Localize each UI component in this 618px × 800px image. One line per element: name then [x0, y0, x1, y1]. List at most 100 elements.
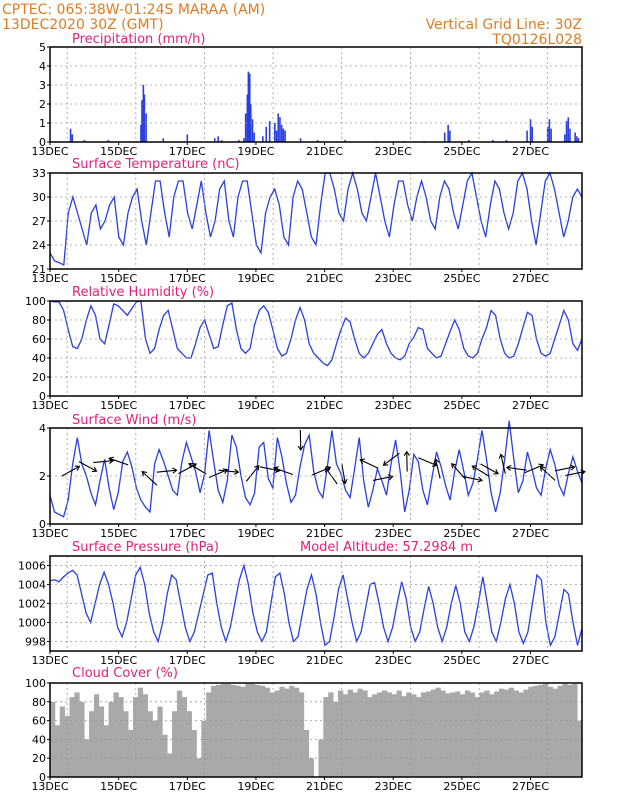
cloud-cloud-column-31 [201, 720, 207, 777]
cloud-ytick-label: 40 [32, 733, 46, 746]
cloud-cloud-column-32 [206, 692, 212, 777]
precip-bar-33 [299, 138, 302, 142]
precip-bar-6 [142, 85, 145, 142]
temp-xtick-label: 13DEC [31, 272, 68, 285]
temp-xtick-label: 21DEC [306, 272, 343, 285]
cloud-cloud-column-15 [123, 711, 129, 777]
cloud-cloud-column-64 [362, 690, 368, 777]
model-altitude-label: Model Altitude: 57.2984 m [300, 540, 473, 555]
wind-arrow-shaft [418, 457, 438, 467]
wind-arrow-head [188, 462, 194, 469]
cloud-cloud-column-102 [547, 686, 554, 777]
pressure-ytick-label: 1004 [18, 579, 46, 592]
wind-arrow-12 [273, 466, 293, 476]
cloud-ytick-label: 60 [32, 715, 46, 728]
cloud-cloud-column-107 [572, 683, 578, 777]
cloud-cloud-column-42 [254, 684, 261, 777]
wind-arrow-18 [372, 474, 394, 481]
cloud-cloud-column-94 [508, 687, 515, 777]
rh-ytick-label: 20 [32, 371, 46, 384]
precip-xtick-label: 19DEC [237, 145, 274, 158]
cloud-cloud-column-95 [513, 690, 519, 777]
wind-arrow-head [403, 450, 410, 456]
cloud-cloud-column-28 [186, 711, 192, 777]
pressure-xtick-label: 21DEC [306, 654, 343, 667]
cloud-xtick-label: 25DEC [443, 780, 480, 793]
pressure-panel: Surface Pressure (hPa) Model Altitude: 5… [18, 540, 583, 667]
wind-arrow-head [493, 469, 499, 475]
cloud-cloud-column-60 [342, 694, 349, 777]
cloud-cloud-column-91 [494, 691, 500, 777]
precip-bar-10 [186, 134, 189, 142]
precip-bar-22 [253, 132, 256, 142]
wind-arrow-head [359, 458, 365, 465]
pressure-frame [49, 555, 583, 652]
wind-arrow-head [451, 462, 457, 469]
cloud-xtick-label: 13DEC [31, 780, 68, 793]
precip-bar-35 [344, 140, 346, 142]
wind-arrow-19 [382, 452, 400, 466]
cloud-cloud-column-76 [420, 692, 427, 777]
wind-arrow-shaft [245, 465, 260, 482]
wind-xtick-label: 25DEC [443, 527, 480, 540]
cloud-cloud-column-44 [264, 687, 271, 777]
precip-bar-11 [213, 138, 216, 142]
wind-arrow-3 [108, 456, 129, 466]
wind-arrow-shaft [299, 429, 302, 451]
cloud-cloud-column-97 [523, 689, 529, 777]
wind-arrow-shaft [188, 463, 207, 475]
cloud-cloud-column-78 [430, 689, 436, 777]
cloud-cloud-column-27 [181, 697, 188, 777]
precip-bar-1 [71, 134, 74, 142]
temp-ytick-label: 21 [32, 263, 46, 276]
precip-xtick-label: 15DEC [100, 145, 137, 158]
rh-ytick-label: 40 [32, 352, 46, 365]
cloud-cloud-column-92 [499, 688, 505, 777]
precip-bar-17 [246, 94, 249, 142]
precip-bar-29 [279, 117, 281, 142]
precip-bar-2 [83, 140, 86, 142]
cloud-cloud-column-68 [381, 690, 388, 777]
cloud-title: Cloud Cover (%) [72, 666, 178, 681]
precip-bar-57 [577, 138, 580, 142]
precip-bar-46 [529, 119, 532, 142]
precip-bar-40 [447, 124, 449, 142]
rh-ytick-label: 60 [32, 333, 46, 346]
wind-arrow-shaft [471, 465, 490, 477]
precip-bar-25 [268, 121, 271, 142]
precip-bar-24 [265, 126, 268, 142]
cloud-cloud-column-100 [538, 684, 544, 777]
cloud-cloud-column-0 [50, 701, 56, 777]
temp-ytick-label: 30 [32, 191, 46, 204]
wind-arrow-head [254, 465, 260, 471]
wind-arrow-17 [359, 458, 379, 469]
cloud-cloud-column-63 [357, 688, 363, 777]
cloud-cloud-column-77 [425, 691, 432, 777]
pressure-xtick-label: 15DEC [100, 654, 137, 667]
cloud-cloud-column-21 [152, 720, 158, 777]
cloud-panel: Cloud Cover (%) 0 20 40 60 80 100 13DEC 15DEC 17… [25, 666, 583, 793]
wind-arrow-head [273, 466, 279, 472]
wind-arrow-31 [554, 464, 576, 472]
wind-arrow-head [570, 464, 576, 471]
cloud-cloud-column-24 [167, 753, 173, 777]
wind-arrow-head [108, 456, 115, 463]
temp-xtick-label: 23DEC [375, 272, 412, 285]
precip-bar-9 [162, 138, 165, 142]
wind-arrow-shaft [383, 452, 400, 466]
cloud-cloud-column-34 [215, 684, 222, 777]
precip-bar-13 [220, 140, 223, 142]
wind-arrow-shaft [273, 467, 293, 476]
rh-xtick-label: 19DEC [237, 399, 274, 412]
rh-title: Relative Humidity (%) [72, 285, 214, 300]
wind-arrow-shaft [109, 457, 129, 466]
cloud-cloud-column-89 [484, 690, 490, 777]
wind-ytick-label: 4 [39, 422, 46, 435]
rh-ytick-label: 0 [39, 390, 46, 403]
precip-bar-52 [565, 121, 568, 142]
temp-title: Surface Temperature (nC) [72, 157, 240, 172]
cloud-cloud-column-57 [328, 692, 334, 777]
precip-bar-53 [567, 117, 570, 142]
precip-bar-5 [141, 100, 143, 142]
